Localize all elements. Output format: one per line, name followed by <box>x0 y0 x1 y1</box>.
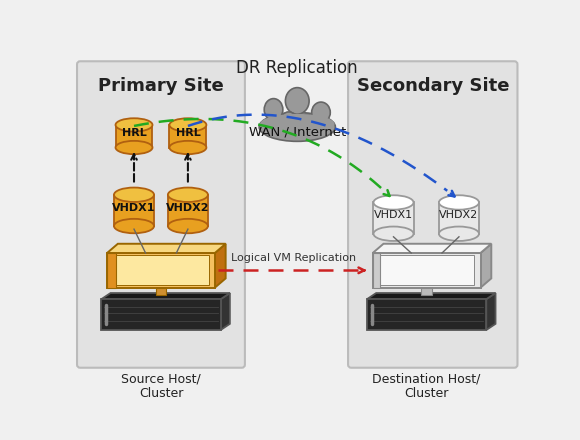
Text: VHDX2: VHDX2 <box>166 202 209 213</box>
Ellipse shape <box>374 227 414 241</box>
Ellipse shape <box>114 219 154 233</box>
Ellipse shape <box>168 187 208 202</box>
Text: Logical VM Replication: Logical VM Replication <box>231 253 356 263</box>
Polygon shape <box>107 253 117 288</box>
Polygon shape <box>169 125 206 147</box>
Polygon shape <box>373 253 380 288</box>
Text: Primary Site: Primary Site <box>98 77 224 95</box>
Text: DR Replication: DR Replication <box>237 59 358 77</box>
Text: VHDX2: VHDX2 <box>439 210 478 220</box>
Ellipse shape <box>374 195 414 210</box>
FancyBboxPatch shape <box>77 61 245 368</box>
FancyBboxPatch shape <box>348 61 517 368</box>
Ellipse shape <box>439 195 479 210</box>
Ellipse shape <box>169 118 206 132</box>
Polygon shape <box>421 288 432 295</box>
Ellipse shape <box>259 113 335 141</box>
Text: WAN / Internet: WAN / Internet <box>249 125 346 139</box>
Polygon shape <box>115 125 153 147</box>
Polygon shape <box>374 202 414 234</box>
Polygon shape <box>373 244 491 253</box>
Polygon shape <box>114 195 154 226</box>
Polygon shape <box>155 288 166 295</box>
Polygon shape <box>367 299 486 330</box>
Ellipse shape <box>260 114 335 134</box>
Polygon shape <box>102 299 220 330</box>
Polygon shape <box>220 293 230 330</box>
Polygon shape <box>107 244 226 253</box>
Polygon shape <box>379 255 474 286</box>
Text: HRL: HRL <box>122 128 146 139</box>
Ellipse shape <box>285 88 309 114</box>
Polygon shape <box>480 244 491 288</box>
Polygon shape <box>439 202 479 234</box>
Polygon shape <box>367 293 495 299</box>
Polygon shape <box>486 293 495 330</box>
Ellipse shape <box>280 112 298 130</box>
Polygon shape <box>373 253 480 288</box>
Text: VHDX1: VHDX1 <box>113 202 156 213</box>
Polygon shape <box>168 195 208 226</box>
Text: Destination Host/
Cluster: Destination Host/ Cluster <box>372 372 481 400</box>
Ellipse shape <box>311 102 330 123</box>
Polygon shape <box>113 255 209 286</box>
Polygon shape <box>107 253 215 288</box>
Polygon shape <box>215 244 226 288</box>
Ellipse shape <box>168 219 208 233</box>
Text: VHDX1: VHDX1 <box>374 210 413 220</box>
Ellipse shape <box>115 141 153 154</box>
Ellipse shape <box>264 99 283 121</box>
Ellipse shape <box>300 114 315 132</box>
Ellipse shape <box>115 118 153 132</box>
Ellipse shape <box>114 187 154 202</box>
Ellipse shape <box>169 141 206 154</box>
Text: HRL: HRL <box>176 128 200 139</box>
Polygon shape <box>102 293 230 299</box>
Text: Secondary Site: Secondary Site <box>357 77 509 95</box>
Ellipse shape <box>439 227 479 241</box>
Text: Source Host/
Cluster: Source Host/ Cluster <box>121 372 201 400</box>
